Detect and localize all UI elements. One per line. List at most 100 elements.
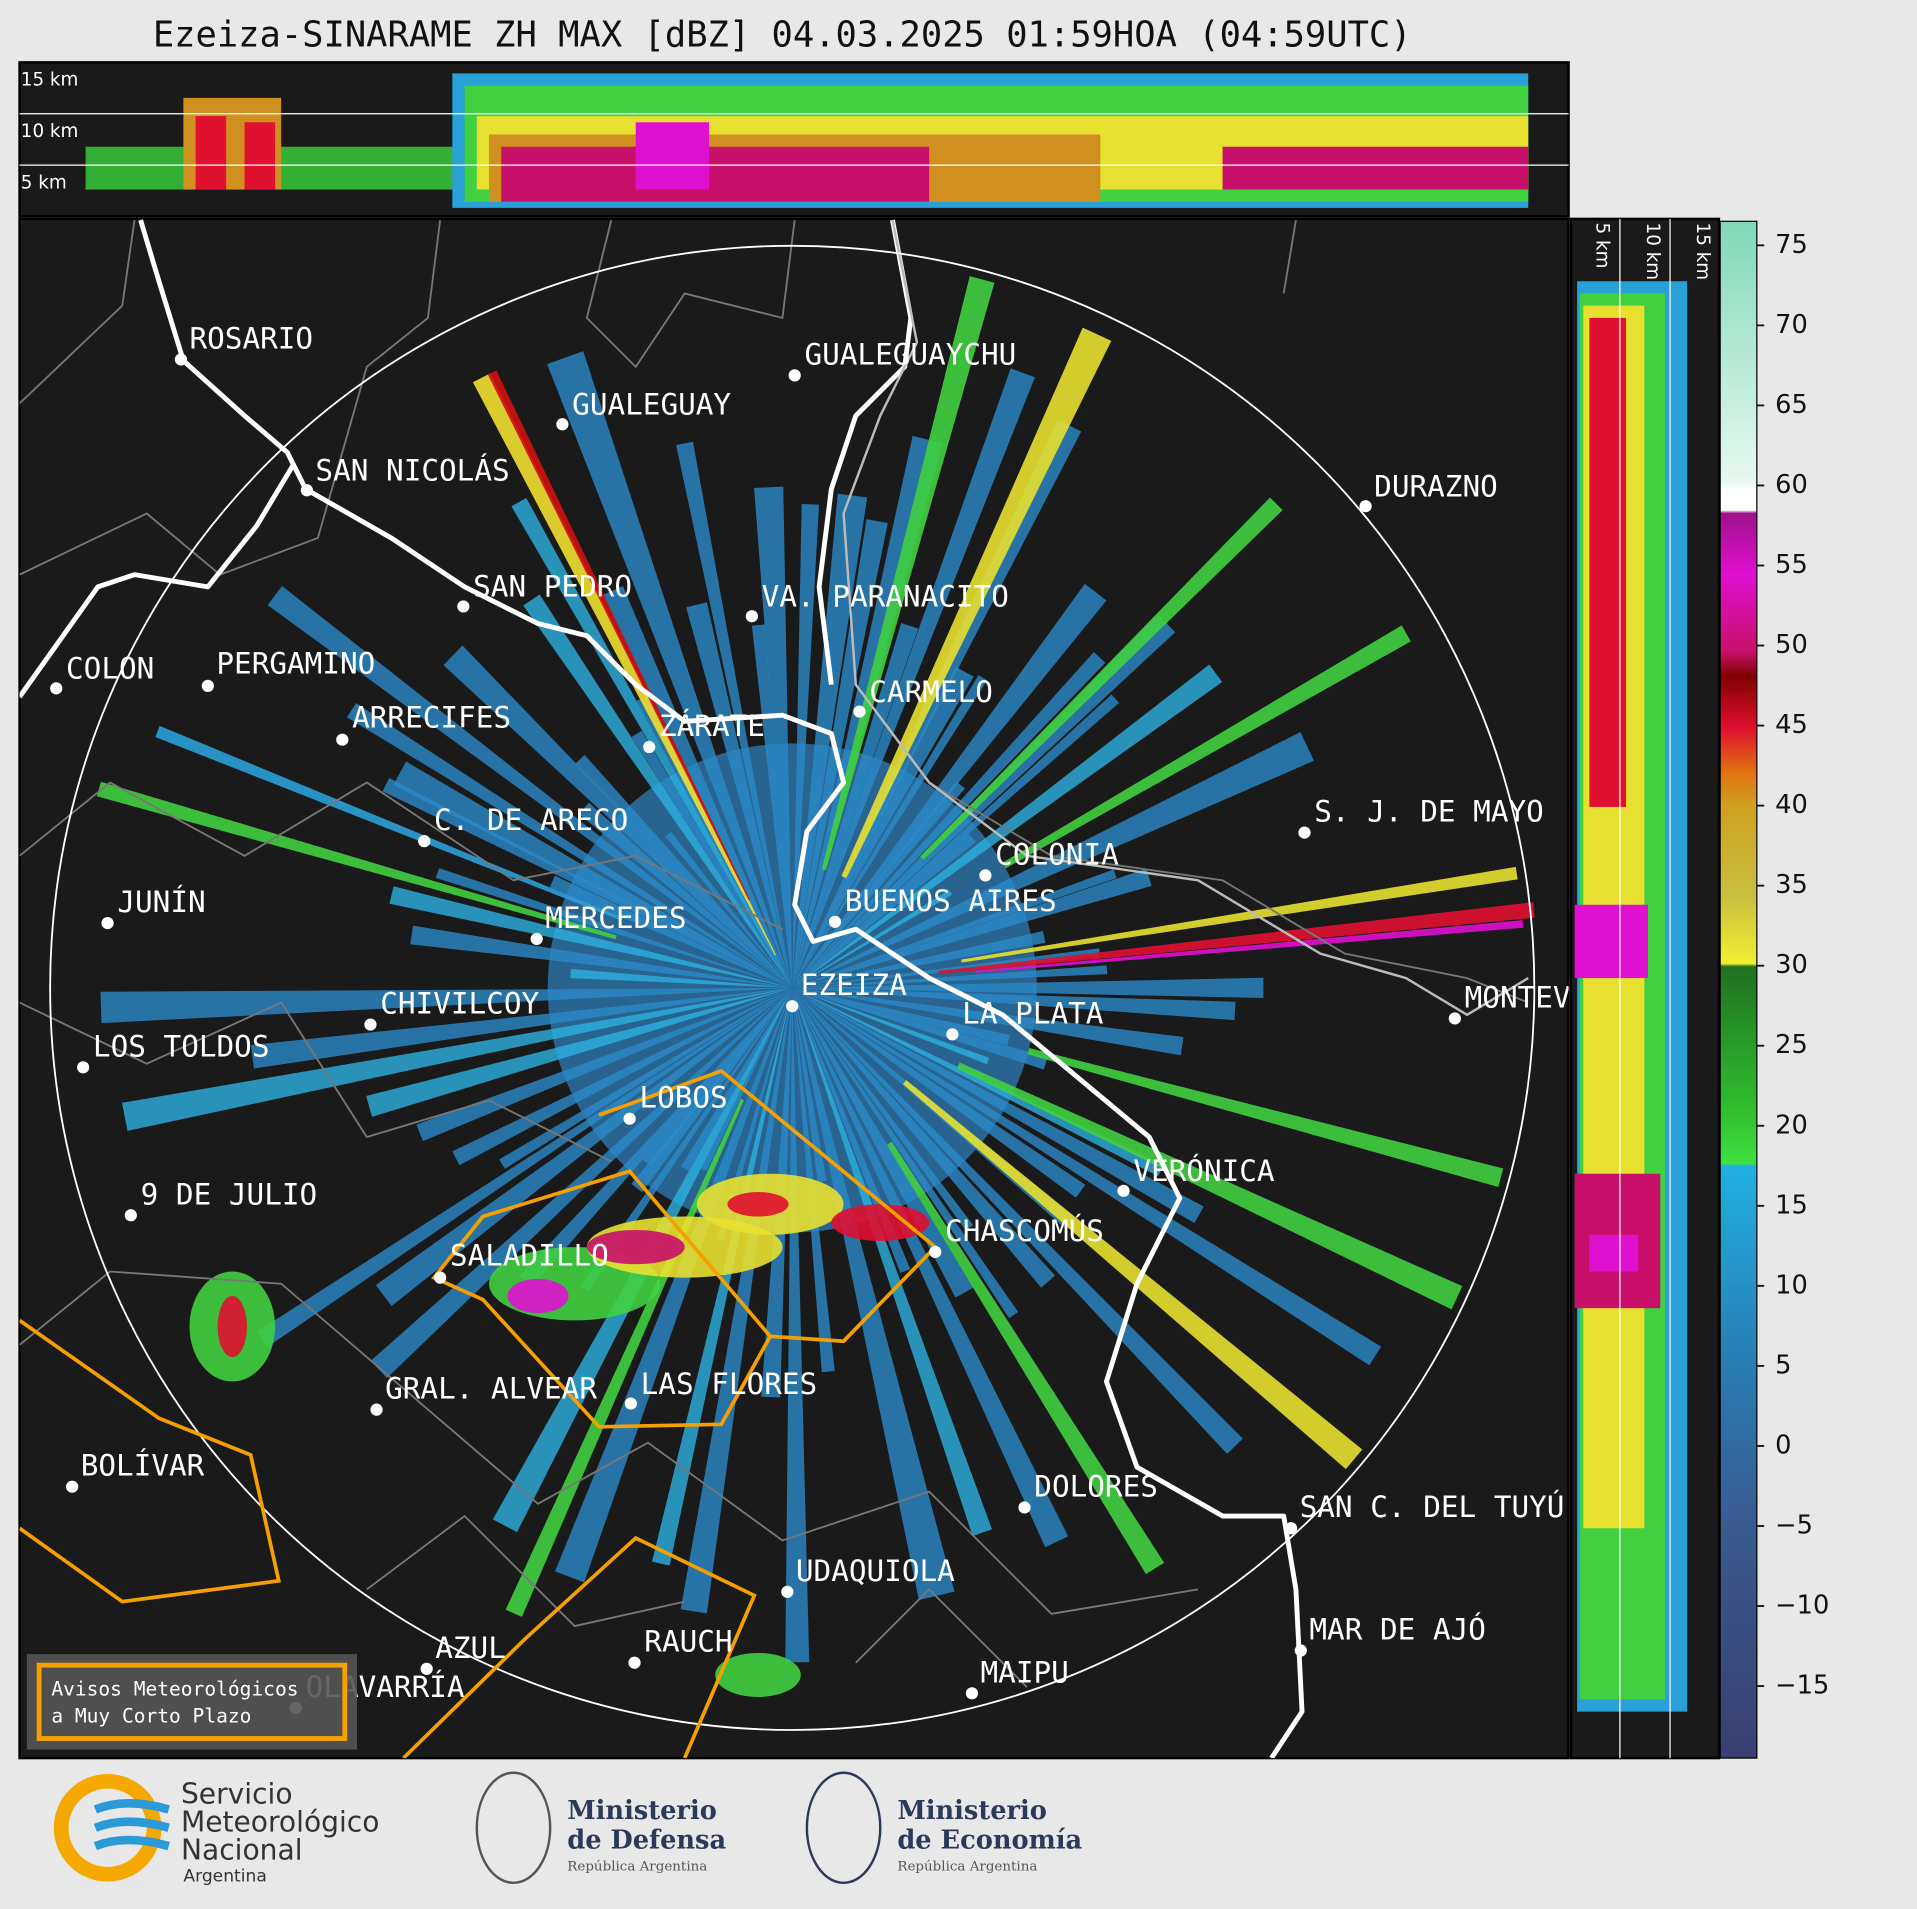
echo-ray — [792, 623, 919, 988]
echo-ray — [346, 703, 793, 988]
echo-ray — [443, 645, 793, 988]
echo-ray — [792, 987, 1382, 1366]
city-label: LA PLATA — [962, 996, 1104, 1030]
echo-ray — [792, 987, 1086, 1198]
echo-ray — [792, 368, 1035, 988]
logo-text: Ministerio — [567, 1796, 717, 1826]
echo-ray — [792, 948, 1100, 988]
echo-ray — [792, 493, 868, 988]
logo-text: Ministerio — [897, 1796, 1047, 1826]
city-dot — [1018, 1501, 1031, 1514]
echo-ray — [519, 987, 793, 1287]
city-label: CHIVILCOY — [380, 987, 539, 1021]
colorbar-tick-label: 0 — [1775, 1430, 1791, 1460]
echo-ray — [792, 987, 955, 1601]
city-dot — [828, 915, 842, 928]
city-dot — [929, 1245, 942, 1259]
storm-cell — [217, 1295, 247, 1358]
echo-ray — [631, 730, 793, 988]
storm-cell — [831, 1204, 930, 1241]
echo-ray — [792, 931, 1046, 988]
city-label: 9 DE JULIO — [141, 1177, 318, 1211]
colorbar-tick-label: 75 — [1775, 230, 1808, 260]
river — [842, 219, 1529, 1017]
city-dot — [66, 1480, 79, 1493]
logo-text: Meteorológico — [181, 1805, 380, 1838]
city-label: EZEIZA — [801, 968, 907, 1002]
colorbar-tick-label: 20 — [1775, 1110, 1808, 1140]
echo-ray — [792, 869, 1117, 988]
city-dot — [853, 705, 866, 718]
city-label: GUALEGUAY — [572, 387, 731, 421]
height-label: 10 km — [21, 121, 79, 142]
colorbar — [1719, 220, 1758, 1759]
colorbar-tick-label: −10 — [1775, 1591, 1829, 1621]
city-label: AZUL — [435, 1631, 506, 1665]
city-label: SAN C. DEL TUYÚ — [1300, 1488, 1565, 1524]
echo-ray — [792, 977, 1264, 999]
echo-ray — [902, 1080, 1363, 1470]
echo-ray — [680, 987, 793, 1614]
echo-ray — [920, 497, 1283, 860]
echo-ray — [389, 886, 793, 988]
echo-ray — [631, 987, 793, 1193]
boundaries — [19, 219, 1529, 1688]
echo-ray — [792, 614, 1176, 988]
echo-ray — [574, 754, 793, 988]
right-profile — [1574, 281, 1688, 1712]
colorbar-tick-label: 10 — [1775, 1270, 1808, 1300]
echo-ray — [792, 987, 1236, 1021]
city-dot — [336, 733, 349, 746]
colorbar-tick-label: 70 — [1775, 310, 1808, 340]
city-dot — [101, 916, 114, 930]
echo-ray — [792, 666, 974, 988]
echo-ray — [792, 987, 1019, 1319]
echo-ray — [155, 725, 623, 921]
colorbar-tick-label: 40 — [1775, 790, 1808, 820]
echo-ray — [792, 833, 976, 988]
echo-ray — [549, 875, 793, 988]
city-label: ZÁRATE — [659, 708, 765, 743]
city-dot — [628, 1656, 641, 1669]
city-dot — [1117, 1184, 1130, 1197]
echo-ray — [122, 987, 793, 1131]
city-dot — [1294, 1644, 1307, 1657]
city-dot — [174, 353, 188, 366]
logo-text: República Argentina — [897, 1860, 1037, 1875]
echo-ray — [267, 586, 793, 988]
city-label: MAIPU — [981, 1655, 1069, 1689]
city-label: LAS FLORES — [641, 1367, 818, 1401]
city-label: DURAZNO — [1374, 469, 1498, 503]
city-dot — [1298, 826, 1311, 839]
echo-ray — [792, 965, 1108, 988]
city-dot — [420, 1662, 433, 1675]
city-label: MERCEDES — [545, 901, 686, 935]
legend-box — [26, 1654, 357, 1750]
echo-ray — [792, 987, 1056, 1288]
city-dot — [623, 1112, 636, 1125]
echo-ray — [792, 694, 1120, 988]
city-dot — [965, 1687, 979, 1700]
city-dot — [77, 1061, 90, 1074]
city-label: JUNÍN — [117, 884, 205, 919]
echo-ray — [410, 925, 793, 988]
colorbar-tick-label: 30 — [1775, 950, 1808, 980]
echo-ray — [642, 987, 793, 1167]
echo-ray — [792, 987, 992, 1536]
echo-ray — [792, 987, 827, 1183]
echo-ray — [961, 866, 1518, 963]
echo-ray — [792, 987, 990, 1065]
echo-ray — [754, 486, 793, 988]
echo-ray — [1027, 1048, 1504, 1188]
echo-ray — [792, 868, 1152, 988]
logo-text: Servicio — [181, 1777, 293, 1810]
city-label: PERGAMINO — [216, 647, 375, 681]
echo-ray — [366, 987, 793, 1117]
echo-ray — [452, 987, 793, 1166]
cities: ROSARIO GUALEGUAYCHU GUALEGUAY SAN NICOLÁS D… — [50, 321, 1569, 1715]
echo-ray — [681, 987, 793, 1171]
legend-text: a Muy Corto Plazo — [51, 1705, 251, 1728]
city-dot — [434, 1271, 447, 1284]
city-dot — [124, 1209, 137, 1222]
